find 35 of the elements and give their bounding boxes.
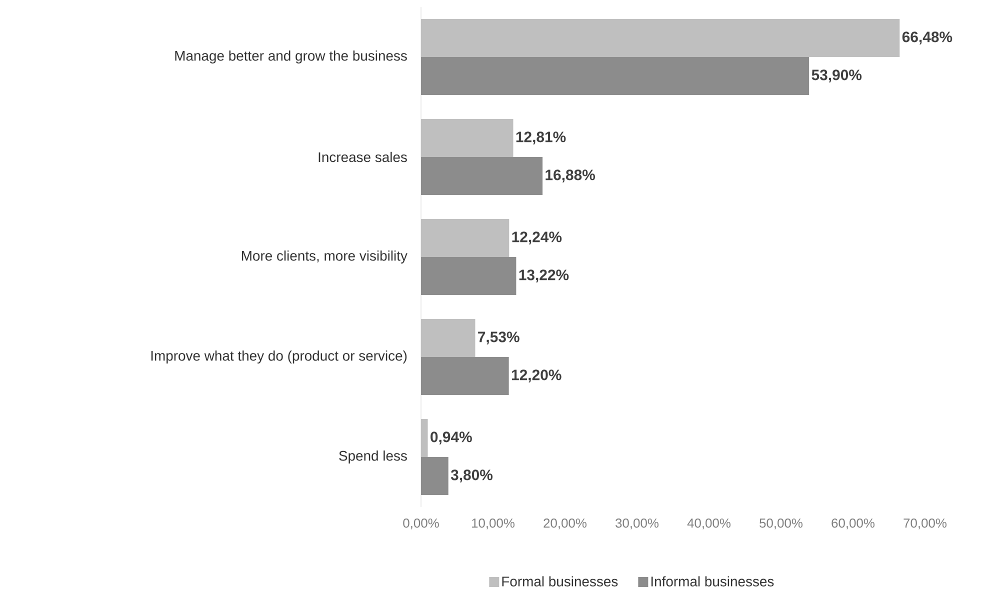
legend-label: Informal businesses	[651, 576, 774, 586]
x-tick-label: 30,00%	[616, 518, 659, 530]
x-tick-label: 50,00%	[760, 518, 803, 530]
x-tick-label: 40,00%	[687, 518, 731, 530]
bar	[421, 19, 900, 58]
bar	[421, 219, 510, 258]
data-label: 53,90%	[812, 70, 862, 82]
bar	[421, 57, 810, 96]
y-tick-label: Increase sales	[318, 152, 407, 162]
y-tick-label: Spend less	[339, 450, 407, 464]
bar	[421, 319, 476, 358]
x-tick-label: 70,00%	[904, 518, 947, 530]
bar	[421, 119, 514, 158]
data-label: 12,81%	[516, 132, 566, 144]
data-label: 13,22%	[519, 270, 569, 282]
x-tick-label: 10,00%	[472, 518, 515, 530]
data-label: 7,53%	[478, 332, 520, 344]
y-tick-label: More clients, more visibility	[242, 250, 408, 264]
data-label: 12,20%	[512, 370, 562, 382]
bar	[421, 419, 428, 458]
bar	[421, 357, 509, 396]
data-label: 0,94%	[430, 432, 472, 444]
data-label: 66,48%	[902, 32, 952, 44]
bar	[421, 457, 448, 496]
x-tick-label: 20,00%	[544, 518, 587, 530]
data-label: 3,80%	[450, 470, 493, 482]
x-tick-label: 60,00%	[832, 518, 875, 530]
x-tick-label: 0,00%	[403, 518, 439, 530]
data-label: 16,88%	[546, 170, 596, 182]
legend-label: Formal businesses	[502, 576, 618, 586]
bar	[421, 157, 543, 196]
y-tick-label: Manage better and grow the business	[175, 50, 407, 64]
bar	[421, 257, 516, 296]
y-tick-label: Improve what they do (product or service)	[151, 350, 407, 364]
data-label: 12,24%	[512, 232, 562, 244]
